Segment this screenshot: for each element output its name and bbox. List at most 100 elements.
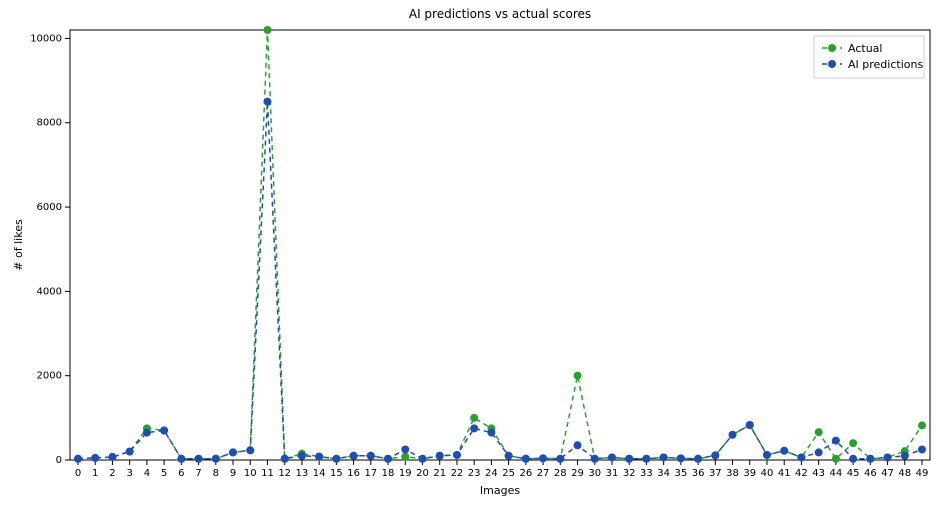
legend-marker-0: [828, 44, 836, 52]
x-tick-label: 7: [195, 468, 201, 479]
x-tick-label: 24: [485, 468, 498, 479]
x-tick-label: 43: [812, 468, 825, 479]
chart-container: 0200040006000800010000012345678910111213…: [0, 0, 950, 513]
x-tick-label: 46: [864, 468, 877, 479]
x-tick-label: 19: [399, 468, 412, 479]
series-marker-1: [849, 455, 857, 463]
x-tick-label: 35: [674, 468, 687, 479]
x-tick-label: 40: [761, 468, 774, 479]
x-tick-label: 22: [451, 468, 464, 479]
series-marker-1: [522, 455, 530, 463]
series-marker-1: [608, 453, 616, 461]
x-tick-label: 45: [847, 468, 860, 479]
series-marker-1: [729, 431, 737, 439]
series-marker-1: [367, 452, 375, 460]
series-marker-1: [384, 455, 392, 463]
series-marker-1: [229, 448, 237, 456]
x-tick-label: 1: [92, 468, 98, 479]
series-marker-1: [350, 452, 358, 460]
series-marker-1: [332, 455, 340, 463]
series-marker-0: [832, 455, 840, 463]
series-marker-1: [625, 455, 633, 463]
y-tick-label: 2000: [37, 371, 62, 382]
legend-marker-1: [828, 60, 836, 68]
x-tick-label: 49: [916, 468, 929, 479]
x-tick-label: 10: [244, 468, 257, 479]
series-marker-1: [263, 98, 271, 106]
y-tick-label: 4000: [37, 286, 62, 297]
series-marker-1: [160, 426, 168, 434]
series-marker-1: [74, 455, 82, 463]
x-tick-label: 16: [347, 468, 360, 479]
series-marker-1: [539, 454, 547, 462]
x-axis-label: Images: [480, 484, 520, 497]
x-tick-label: 25: [502, 468, 515, 479]
series-marker-1: [780, 447, 788, 455]
x-tick-label: 31: [606, 468, 619, 479]
x-tick-label: 38: [726, 468, 739, 479]
x-tick-label: 27: [537, 468, 550, 479]
x-tick-label: 4: [144, 468, 150, 479]
x-tick-label: 6: [178, 468, 184, 479]
series-marker-1: [195, 455, 203, 463]
x-tick-label: 44: [830, 468, 843, 479]
chart-title: AI predictions vs actual scores: [409, 7, 591, 21]
series-marker-0: [401, 453, 409, 461]
plot-frame: [70, 30, 930, 460]
line-chart: 0200040006000800010000012345678910111213…: [0, 0, 950, 513]
x-tick-label: 23: [468, 468, 481, 479]
series-marker-1: [866, 455, 874, 463]
x-tick-label: 48: [898, 468, 911, 479]
series-marker-1: [711, 451, 719, 459]
y-tick-label: 6000: [37, 202, 62, 213]
x-tick-label: 41: [778, 468, 791, 479]
series-marker-1: [212, 455, 220, 463]
series-marker-1: [143, 429, 151, 437]
series-marker-0: [470, 414, 478, 422]
series-marker-1: [453, 451, 461, 459]
x-tick-label: 47: [881, 468, 894, 479]
x-tick-label: 26: [519, 468, 532, 479]
series-marker-1: [91, 454, 99, 462]
series-marker-1: [901, 452, 909, 460]
series-line-0: [78, 30, 922, 459]
series-marker-1: [470, 424, 478, 432]
x-tick-label: 20: [416, 468, 429, 479]
series-marker-1: [660, 453, 668, 461]
series-marker-1: [418, 455, 426, 463]
x-tick-label: 17: [364, 468, 377, 479]
x-tick-label: 33: [640, 468, 653, 479]
series-marker-1: [642, 455, 650, 463]
legend-label-1: AI predictions: [848, 58, 923, 71]
series-marker-1: [556, 455, 564, 463]
series-marker-1: [832, 437, 840, 445]
series-marker-0: [815, 428, 823, 436]
series-marker-1: [298, 452, 306, 460]
series-marker-1: [797, 453, 805, 461]
series-marker-1: [694, 455, 702, 463]
y-tick-label: 0: [56, 455, 62, 466]
y-tick-label: 10000: [30, 33, 62, 44]
series-marker-1: [315, 453, 323, 461]
x-tick-label: 3: [126, 468, 132, 479]
series-marker-1: [884, 453, 892, 461]
series-marker-1: [108, 453, 116, 461]
series-marker-0: [574, 372, 582, 380]
x-tick-label: 36: [692, 468, 705, 479]
x-tick-label: 13: [296, 468, 309, 479]
x-tick-label: 15: [330, 468, 343, 479]
series-line-1: [78, 102, 922, 459]
series-marker-1: [281, 455, 289, 463]
x-tick-label: 32: [623, 468, 636, 479]
x-tick-label: 39: [743, 468, 756, 479]
series-marker-1: [246, 446, 254, 454]
series-marker-0: [918, 421, 926, 429]
x-tick-label: 34: [657, 468, 670, 479]
x-tick-label: 37: [709, 468, 722, 479]
series-marker-1: [436, 452, 444, 460]
x-tick-label: 12: [278, 468, 291, 479]
x-tick-label: 30: [588, 468, 601, 479]
x-tick-label: 28: [554, 468, 567, 479]
series-marker-1: [505, 452, 513, 460]
series-marker-1: [177, 455, 185, 463]
